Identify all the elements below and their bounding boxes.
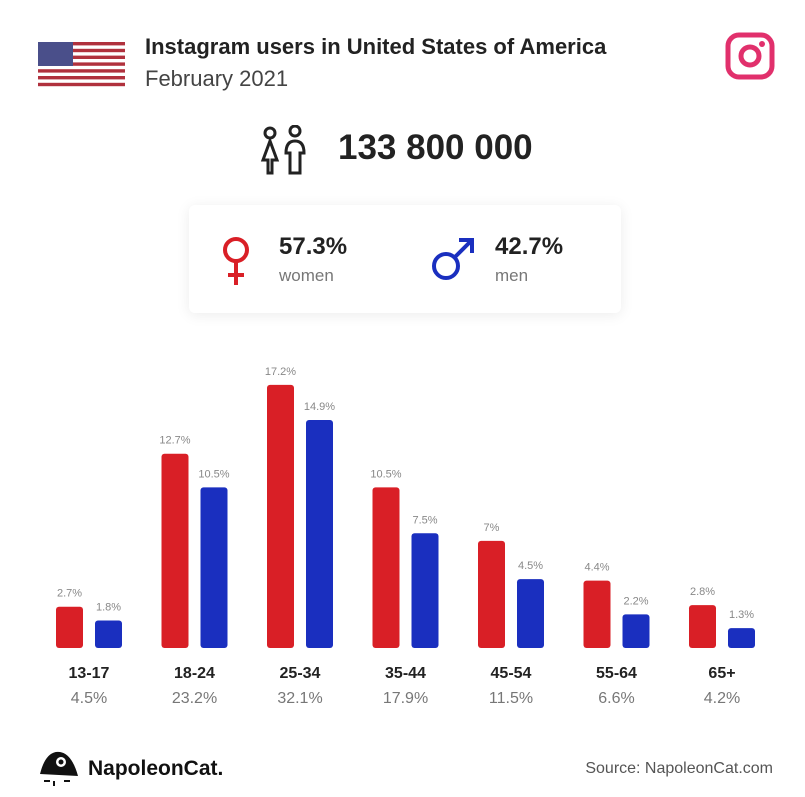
bar-value-label: 14.9%: [304, 401, 335, 413]
total-users: 133 800 000: [338, 128, 533, 167]
instagram-icon: [725, 32, 775, 80]
bar-men: [622, 614, 650, 648]
category-label: 55-64: [596, 665, 637, 682]
bar-value-label: 17.2%: [265, 366, 296, 378]
category-total: 23.2%: [172, 690, 217, 707]
page-subtitle: February 2021: [145, 66, 289, 91]
women-label: women: [279, 266, 334, 285]
page-title: Instagram users in United States of Amer…: [145, 34, 607, 59]
napoleoncat-logo: [40, 751, 78, 786]
source-text: Source: NapoleonCat.com: [585, 760, 773, 777]
bar-value-label: 12.7%: [159, 435, 190, 447]
bar-women: [161, 453, 189, 648]
category-total: 6.6%: [598, 690, 634, 707]
category-label: 18-24: [174, 665, 215, 682]
bar-value-label: 10.5%: [370, 468, 401, 480]
bar-value-label: 10.5%: [198, 468, 229, 480]
category-label: 45-54: [491, 665, 532, 682]
bar-men: [306, 420, 333, 648]
bar-women: [267, 384, 294, 648]
gender-card: 57.3% women 42.7% men: [189, 205, 621, 313]
category-label: 25-34: [280, 665, 321, 682]
male-icon: [432, 238, 474, 280]
bar-women: [689, 605, 716, 648]
people-icon: [260, 125, 306, 175]
category-total: 4.2%: [704, 690, 740, 707]
bar-value-label: 2.2%: [623, 595, 648, 607]
bar-value-label: 2.7%: [57, 588, 82, 600]
women-percent: 57.3%: [279, 233, 348, 260]
bar-women: [478, 540, 505, 648]
bar-women: [56, 606, 83, 648]
bar-women: [583, 580, 611, 648]
men-label: men: [495, 266, 529, 285]
bar-value-label: 7.5%: [412, 514, 437, 526]
bar-value-label: 4.4%: [584, 562, 609, 574]
category-label: 35-44: [385, 665, 426, 682]
bar-men: [728, 628, 755, 648]
bar-men: [200, 487, 228, 648]
bar-men: [411, 533, 439, 648]
category-total: 4.5%: [71, 690, 107, 707]
us-flag-icon: [38, 42, 125, 87]
bar-value-label: 4.5%: [518, 560, 543, 572]
category-label: 65+: [708, 665, 735, 682]
brand-name: NapoleonCat.: [88, 757, 224, 780]
category-total: 32.1%: [277, 690, 322, 707]
men-percent: 42.7%: [495, 233, 564, 260]
bar-value-label: 7%: [484, 522, 500, 534]
category-total: 17.9%: [383, 690, 428, 707]
bar-women: [372, 487, 400, 648]
age-gender-bar-chart: 2.7% 1.8% 13-17 4.5% 12.7% 10.5% 18-24 23.2% 17.…: [56, 366, 755, 707]
bar-men: [517, 579, 544, 648]
category-total: 11.5%: [489, 690, 533, 707]
bar-men: [95, 620, 122, 648]
female-icon: [223, 237, 249, 285]
bar-value-label: 2.8%: [690, 586, 715, 598]
bar-value-label: 1.8%: [96, 601, 121, 613]
bar-value-label: 1.3%: [729, 609, 754, 621]
category-label: 13-17: [69, 665, 110, 682]
